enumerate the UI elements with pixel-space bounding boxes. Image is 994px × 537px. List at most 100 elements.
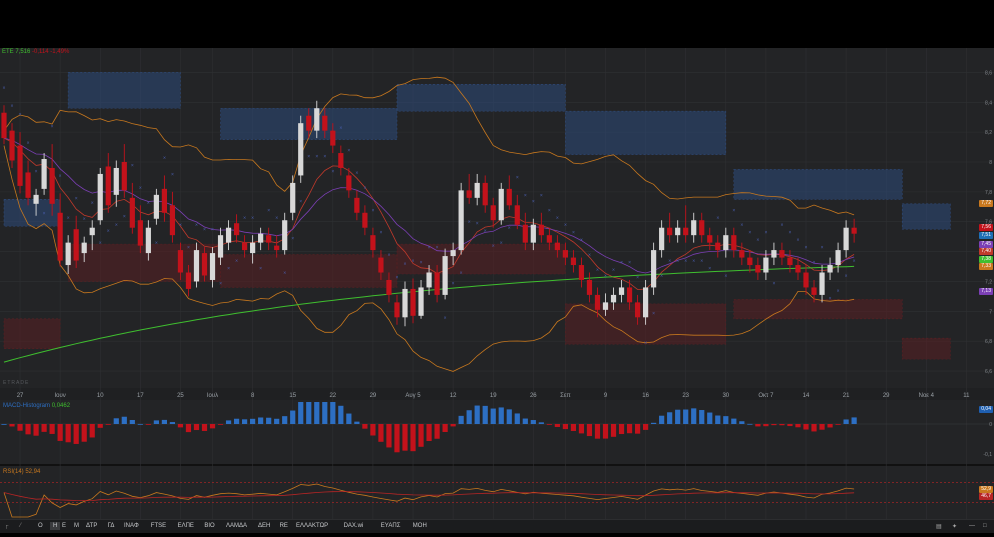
candle-body-104 <box>835 250 841 266</box>
psar-mark-103: × <box>829 296 832 302</box>
x-tick-label-11: 12 <box>450 393 457 399</box>
rsi-panel[interactable] <box>0 466 994 519</box>
candle-body-61 <box>490 205 496 221</box>
candle-body-106 <box>851 227 857 234</box>
x-tick-label-14: Σεπ <box>560 393 571 399</box>
psar-mark-43: × <box>347 148 350 154</box>
candle-body-33 <box>266 235 272 243</box>
macd-bar-10 <box>81 424 87 442</box>
candle-body-77 <box>618 287 625 295</box>
candle-body-31 <box>250 242 256 254</box>
x-tick-label-8: 22 <box>329 393 336 399</box>
psar-mark-4: × <box>35 169 38 175</box>
psar-mark-5: × <box>43 211 46 217</box>
line-tool-icon[interactable]: ⁄ <box>20 523 22 529</box>
macd-bar-29 <box>233 418 240 424</box>
psar-mark-60: × <box>484 229 487 235</box>
candle-body-30 <box>242 242 248 251</box>
candle-body-13 <box>105 166 111 206</box>
toolbar-item-16[interactable]: ΜΟΗ <box>412 523 427 529</box>
candle-body-26 <box>209 253 216 280</box>
y-tick-label-3: 8 <box>989 160 992 166</box>
macd-bar-26 <box>209 424 216 429</box>
macd-bar-103 <box>827 424 833 428</box>
toolbar-item-1[interactable]: H <box>50 522 61 530</box>
toolbar-item-3[interactable]: M <box>74 523 79 529</box>
macd-bar-69 <box>554 424 560 427</box>
candle-body-55 <box>442 256 448 295</box>
psar-mark-91: × <box>732 208 735 214</box>
x-tick-label-3: 17 <box>137 393 144 399</box>
toolbar-item-11[interactable]: ΔΕΗ <box>258 523 271 529</box>
candle-body-86 <box>691 220 697 236</box>
psar-mark-7: × <box>59 173 62 179</box>
candle-body-40 <box>322 115 328 131</box>
macd-bar-98 <box>787 424 793 427</box>
toolbar-item-8[interactable]: ΕΛΠΕ <box>177 523 194 529</box>
x-tick-label-22: 29 <box>883 393 890 399</box>
maximize-icon[interactable]: □ <box>983 523 987 529</box>
macd-bar-35 <box>282 416 288 424</box>
psar-mark-14: × <box>115 223 118 229</box>
candle-body-58 <box>466 190 472 198</box>
macd-bar-9 <box>73 424 79 444</box>
toolbar: ┌ ⁄ O H E M ΔΤΡ ΓΔ INAΦ FTSE ΕΛΠΕ ΒΙΟ ΛΑΜΔΑ ΔΕΗ RE ΕΛ… <box>0 519 994 533</box>
toolbar-item-2[interactable]: E <box>62 523 67 529</box>
candle-body-24 <box>193 250 200 282</box>
cursor-tool-icon[interactable]: ┌ <box>4 523 9 529</box>
indicator-icon[interactable]: ✦ <box>952 524 958 530</box>
candle-body-57 <box>458 190 464 251</box>
toolbar-item-10[interactable]: ΛΑΜΔΑ <box>226 523 248 529</box>
x-tick-label-6: 8 <box>251 393 255 399</box>
macd-bar-19 <box>153 420 159 424</box>
macd-panel[interactable] <box>0 400 994 464</box>
psar-mark-56: × <box>452 281 455 287</box>
macd-bar-62 <box>498 407 504 424</box>
toolbar-item-15[interactable]: ΕΥΑΠΣ <box>380 523 401 529</box>
psar-mark-62: × <box>500 241 503 247</box>
psar-mark-78: × <box>628 260 631 266</box>
toolbar-item-5[interactable]: ΓΔ <box>107 523 115 529</box>
psar-mark-70: × <box>564 223 567 229</box>
psar-mark-85: × <box>684 259 687 265</box>
toolbar-item-9[interactable]: ΒΙΟ <box>204 523 215 529</box>
macd-bar-94 <box>755 424 761 427</box>
macd-bar-17 <box>137 423 143 425</box>
x-tick-label-23: Νοε 4 <box>919 393 935 399</box>
toolbar-item-0[interactable]: O <box>38 523 43 529</box>
toolbar-item-6[interactable]: INAΦ <box>124 523 139 529</box>
candle-body-46 <box>370 235 376 251</box>
macd-bar-61 <box>490 408 496 424</box>
demand-zone-12 <box>901 337 951 360</box>
y-tick-label-1: 8,4 <box>985 100 992 106</box>
psar-mark-27: × <box>219 281 222 287</box>
macd-bar-97 <box>779 424 785 426</box>
toolbar-item-12[interactable]: RE <box>279 523 288 529</box>
psar-mark-102: × <box>821 245 824 251</box>
toolbar-item-4[interactable]: ΔΤΡ <box>86 523 98 529</box>
toolbar-item-7[interactable]: FTSE <box>150 523 167 529</box>
chart-type-icon[interactable]: ▤ <box>936 524 942 530</box>
candle-body-25 <box>201 253 208 276</box>
macd-bar-23 <box>185 424 192 433</box>
y-tick-label-2: 8,2 <box>985 130 992 136</box>
macd-bar-102 <box>819 424 825 430</box>
psar-mark-30: × <box>243 215 246 221</box>
macd-bar-83 <box>667 412 673 424</box>
candle-body-43 <box>346 175 352 191</box>
candle-body-105 <box>843 227 849 251</box>
x-tick-label-21: 21 <box>843 393 850 399</box>
macd-bar-90 <box>723 416 729 424</box>
minimize-icon[interactable]: — <box>969 523 975 529</box>
candle-body-69 <box>554 242 560 251</box>
toolbar-item-13[interactable]: ΕΛΛΑΚΤΩΡ <box>296 523 329 529</box>
macd-bar-43 <box>346 413 352 424</box>
macd-bar-80 <box>643 424 649 430</box>
toolbar-item-14[interactable]: DAX.wi <box>343 523 364 529</box>
psar-mark-74: × <box>596 268 599 274</box>
psar-mark-10: × <box>83 217 86 223</box>
macd-bar-24 <box>193 424 200 431</box>
candle-body-6 <box>49 167 55 204</box>
candle-body-103 <box>827 265 833 273</box>
